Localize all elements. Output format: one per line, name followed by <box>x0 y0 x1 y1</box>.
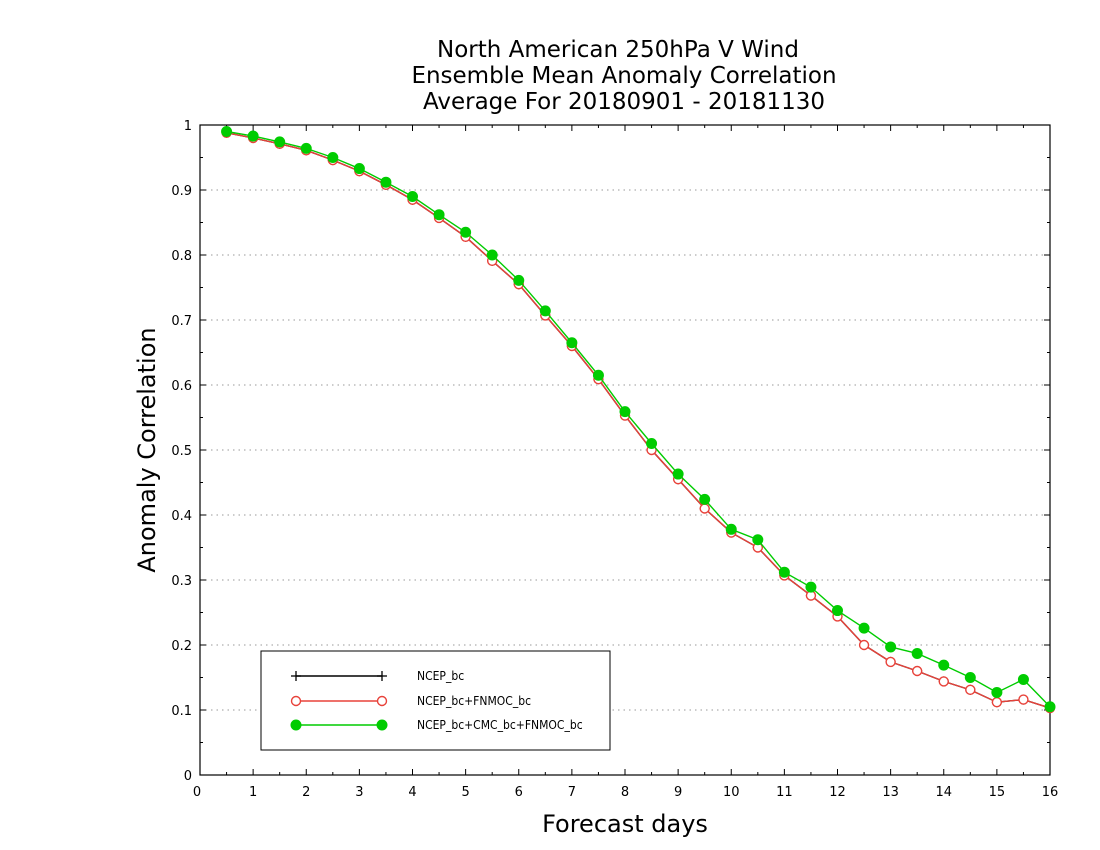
title-line-3: Average For 20180901 - 20181130 <box>423 89 825 115</box>
series-line <box>226 130 1051 708</box>
data-point <box>460 226 472 238</box>
legend-marker <box>376 695 388 707</box>
y-tick-label: 0.6 <box>171 379 192 394</box>
data-point <box>699 503 710 514</box>
y-tick-label: 1 <box>184 119 192 134</box>
data-point <box>486 249 498 261</box>
data-point <box>407 191 418 202</box>
legend-marker <box>290 719 302 731</box>
y-tick-label: 0.5 <box>171 444 192 459</box>
legend-entry-2: NCEP_bc+CMC_bc+FNMOC_bc <box>290 718 583 732</box>
data-point <box>858 639 870 651</box>
data-point <box>964 672 976 683</box>
data-point <box>1044 701 1056 713</box>
series-layer <box>221 126 1056 714</box>
data-point <box>911 665 923 677</box>
y-tick-label: 0.8 <box>171 249 192 264</box>
x-tick-label: 14 <box>935 785 952 800</box>
series-0 <box>221 127 1055 714</box>
data-point <box>965 684 976 696</box>
x-axis-ticks: 0 1 2 3 4 5 6 7 8 9 10 11 12 13 14 15 16 <box>193 125 1058 800</box>
legend-marker <box>377 671 387 681</box>
legend-entry-0: NCEP_bc <box>291 669 464 683</box>
series-line <box>226 132 1051 709</box>
data-point <box>911 647 923 659</box>
x-tick-label: 6 <box>515 785 523 800</box>
legend-label: NCEP_bc+CMC_bc+FNMOC_bc <box>417 718 583 732</box>
x-tick-label: 15 <box>989 785 1006 800</box>
data-point <box>938 659 950 671</box>
x-tick-label: 12 <box>829 785 846 800</box>
title-line-1: North American 250hPa V Wind <box>437 37 799 63</box>
x-tick-label: 5 <box>461 785 469 800</box>
data-point <box>778 566 790 578</box>
x-tick-label: 1 <box>249 785 257 800</box>
data-point <box>566 337 578 349</box>
data-point <box>433 209 445 221</box>
data-point <box>247 130 259 142</box>
chart-title: North American 250hPa V Wind Ensemble Me… <box>411 37 836 115</box>
x-tick-label: 11 <box>776 785 793 800</box>
data-point <box>539 305 551 317</box>
data-point <box>274 136 286 148</box>
legend-marker <box>376 719 388 731</box>
legend-entry-1: NCEP_bc+FNMOC_bc <box>290 694 531 708</box>
data-point <box>699 493 711 505</box>
y-tick-label: 0.4 <box>171 509 192 524</box>
y-axis-ticks: 0 0.1 0.2 0.3 0.4 0.5 0.6 0.7 0.8 0.9 1 <box>171 119 1050 784</box>
series-1 <box>221 127 1056 714</box>
data-point <box>885 641 897 653</box>
data-point <box>300 142 312 154</box>
x-axis-label: Forecast days <box>542 810 708 838</box>
data-point <box>991 697 1003 708</box>
legend-marker <box>290 695 302 707</box>
y-tick-label: 0.2 <box>171 639 192 654</box>
x-tick-label: 0 <box>193 785 201 800</box>
data-point <box>646 438 658 449</box>
data-point <box>353 163 365 175</box>
data-point <box>725 523 737 535</box>
x-tick-label: 16 <box>1042 785 1059 800</box>
data-point <box>858 622 870 634</box>
data-point <box>991 686 1003 698</box>
y-tick-label: 0.1 <box>171 704 192 719</box>
title-line-2: Ensemble Mean Anomaly Correlation <box>411 63 836 89</box>
series-line <box>226 132 1051 709</box>
grid-lines <box>200 189 1050 711</box>
legend: NCEP_bc NCEP_bc+FNMOC_bc NCEP_bc+CMC_bc+FN… <box>260 650 611 751</box>
data-point <box>1018 694 1029 705</box>
data-point <box>805 581 817 593</box>
data-point <box>327 152 339 163</box>
x-tick-label: 3 <box>355 785 363 800</box>
data-point <box>221 126 233 137</box>
data-point <box>619 406 631 418</box>
x-tick-label: 2 <box>302 785 310 800</box>
y-tick-label: 0 <box>184 769 192 784</box>
x-tick-label: 7 <box>568 785 576 800</box>
data-point <box>885 656 896 668</box>
data-point <box>1017 673 1029 685</box>
x-tick-label: 4 <box>408 785 416 800</box>
x-tick-label: 13 <box>882 785 899 800</box>
y-tick-label: 0.3 <box>171 574 192 589</box>
legend-label: NCEP_bc+FNMOC_bc <box>417 694 531 708</box>
legend-label: NCEP_bc <box>417 669 464 683</box>
legend-marker <box>291 671 301 681</box>
y-axis-label: Anomaly Correlation <box>133 327 161 572</box>
data-point <box>380 176 392 188</box>
x-tick-label: 9 <box>674 785 682 800</box>
x-tick-label: 10 <box>723 785 740 800</box>
data-point <box>513 274 525 286</box>
x-tick-label: 8 <box>621 785 629 800</box>
y-tick-label: 0.7 <box>171 314 192 329</box>
series-2 <box>221 126 1056 713</box>
data-point <box>592 369 604 381</box>
data-point <box>672 468 684 480</box>
y-tick-label: 0.9 <box>171 184 192 199</box>
data-point <box>938 676 949 687</box>
data-point <box>752 534 764 546</box>
data-point <box>832 605 843 617</box>
